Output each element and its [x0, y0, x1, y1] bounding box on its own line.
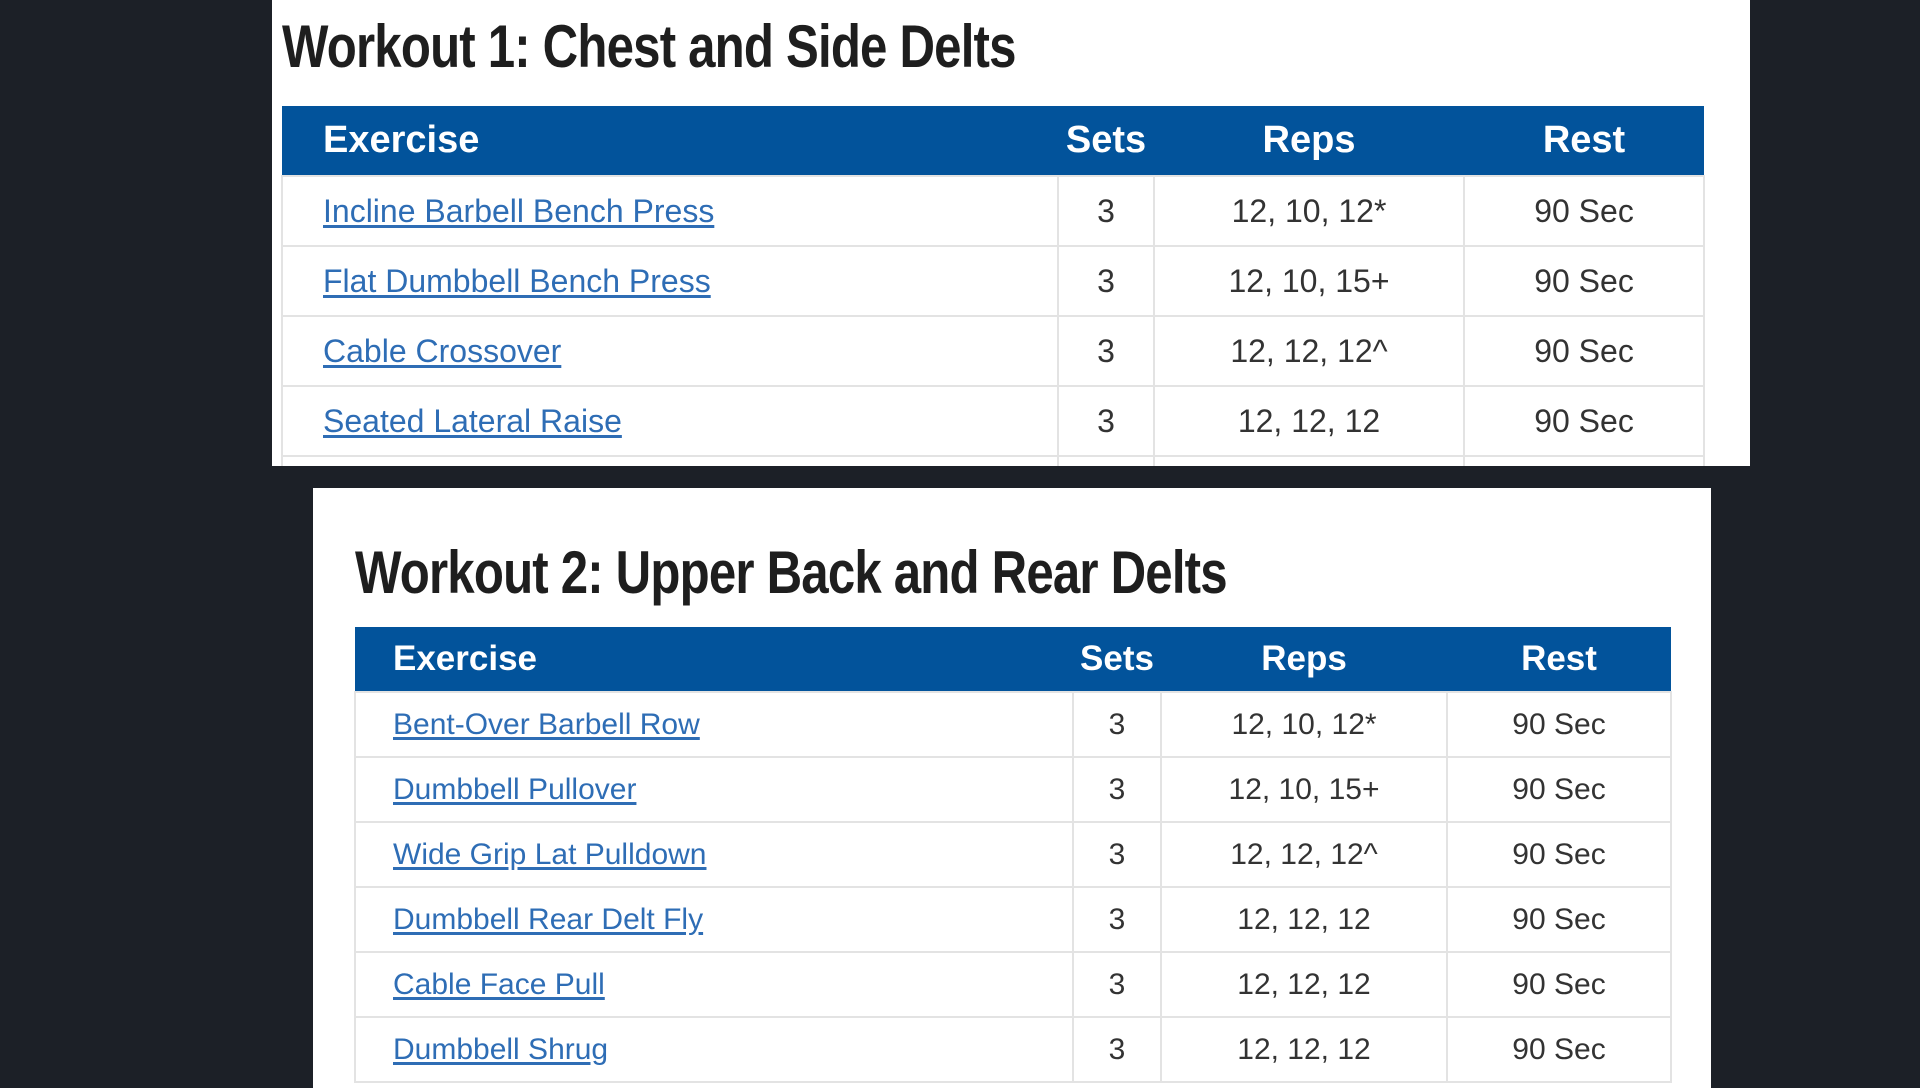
exercise-cell: Seated Lateral Raise: [281, 385, 1059, 457]
rest-cell: 90 Sec: [1446, 756, 1672, 823]
exercise-cell: Dumbbell Rear Delt Fly: [354, 886, 1074, 953]
sets-cell: 3: [1057, 315, 1155, 387]
column-header-rest: Rest: [1447, 627, 1671, 692]
column-header-exercise: Exercise: [355, 627, 1073, 692]
reps-cell: 12, 12, 12^: [1153, 315, 1465, 387]
reps-cell: 12, 12, 12^: [1160, 821, 1448, 888]
sets-cell: 3: [1072, 886, 1162, 953]
table-header-row: Exercise Sets Reps Rest: [282, 106, 1704, 176]
exercise-cell: Cable Face Pull: [354, 951, 1074, 1018]
table-row: Dumbbell Pullover 3 12, 10, 15+ 90 Sec: [354, 756, 1672, 823]
cropped-cell: [281, 455, 1059, 466]
reps-cell: 12, 12, 12: [1160, 1016, 1448, 1083]
reps-cell: 12, 10, 12*: [1160, 691, 1448, 758]
rest-cell: 90 Sec: [1446, 886, 1672, 953]
table-row: Cable Crossover 3 12, 12, 12^ 90 Sec: [281, 315, 1705, 387]
exercise-cell: Wide Grip Lat Pulldown: [354, 821, 1074, 888]
exercise-cell: Dumbbell Shrug: [354, 1016, 1074, 1083]
cropped-cell: [1463, 455, 1705, 466]
reps-cell: 12, 10, 15+: [1153, 245, 1465, 317]
workout-1-title: Workout 1: Chest and Side Delts: [282, 13, 1016, 80]
sets-cell: 3: [1072, 821, 1162, 888]
rest-cell: 90 Sec: [1446, 1016, 1672, 1083]
table-row: Dumbbell Shrug 3 12, 12, 12 90 Sec: [354, 1016, 1672, 1083]
sets-cell: 3: [1072, 951, 1162, 1018]
reps-cell: 12, 12, 12: [1160, 886, 1448, 953]
rest-cell: 90 Sec: [1463, 245, 1705, 317]
exercise-link[interactable]: Incline Barbell Bench Press: [323, 192, 715, 229]
exercise-link[interactable]: Wide Grip Lat Pulldown: [393, 837, 707, 871]
exercise-cell: Dumbbell Pullover: [354, 756, 1074, 823]
table-row: Cable Face Pull 3 12, 12, 12 90 Sec: [354, 951, 1672, 1018]
column-header-exercise: Exercise: [282, 106, 1058, 176]
workout-1-panel: Workout 1: Chest and Side Delts Exercise…: [272, 0, 1750, 466]
exercise-cell: Bent-Over Barbell Row: [354, 691, 1074, 758]
table-row: Wide Grip Lat Pulldown 3 12, 12, 12^ 90 …: [354, 821, 1672, 888]
reps-cell: 12, 12, 12: [1160, 951, 1448, 1018]
rest-cell: 90 Sec: [1463, 315, 1705, 387]
table-row: Dumbbell Rear Delt Fly 3 12, 12, 12 90 S…: [354, 886, 1672, 953]
table-row: Seated Lateral Raise 3 12, 12, 12 90 Sec: [281, 385, 1705, 457]
rest-cell: 90 Sec: [1446, 951, 1672, 1018]
reps-cell: 12, 10, 15+: [1160, 756, 1448, 823]
sets-cell: 3: [1072, 756, 1162, 823]
exercise-link[interactable]: Bent-Over Barbell Row: [393, 707, 700, 741]
reps-cell: 12, 10, 12*: [1153, 175, 1465, 247]
exercise-link[interactable]: Cable Face Pull: [393, 967, 605, 1001]
cropped-cell: [1057, 455, 1155, 466]
exercise-link[interactable]: Dumbbell Shrug: [393, 1032, 609, 1066]
exercise-link[interactable]: Cable Crossover: [323, 332, 562, 369]
rest-cell: 90 Sec: [1446, 821, 1672, 888]
table-header-row: Exercise Sets Reps Rest: [355, 627, 1671, 692]
workout-1-table: Exercise Sets Reps Rest Incline Barbell …: [281, 106, 1705, 466]
exercise-cell: Flat Dumbbell Bench Press: [281, 245, 1059, 317]
column-header-rest: Rest: [1464, 106, 1704, 176]
sets-cell: 3: [1057, 245, 1155, 317]
exercise-link[interactable]: Dumbbell Pullover: [393, 772, 637, 806]
exercise-cell: Incline Barbell Bench Press: [281, 175, 1059, 247]
workout-2-table: Exercise Sets Reps Rest Bent-Over Barbel…: [354, 627, 1672, 1083]
column-header-sets: Sets: [1073, 627, 1161, 692]
cropped-cell: [1153, 455, 1465, 466]
sets-cell: 3: [1072, 691, 1162, 758]
rest-cell: 90 Sec: [1463, 385, 1705, 457]
exercise-link[interactable]: Seated Lateral Raise: [323, 402, 622, 439]
sets-cell: 3: [1057, 385, 1155, 457]
exercise-link[interactable]: Dumbbell Rear Delt Fly: [393, 902, 704, 936]
exercise-link[interactable]: Flat Dumbbell Bench Press: [323, 262, 711, 299]
table-row: Bent-Over Barbell Row 3 12, 10, 12* 90 S…: [354, 691, 1672, 758]
column-header-reps: Reps: [1161, 627, 1447, 692]
column-header-sets: Sets: [1058, 106, 1154, 176]
rest-cell: 90 Sec: [1446, 691, 1672, 758]
rest-cell: 90 Sec: [1463, 175, 1705, 247]
table-row: Flat Dumbbell Bench Press 3 12, 10, 15+ …: [281, 245, 1705, 317]
sets-cell: 3: [1072, 1016, 1162, 1083]
column-header-reps: Reps: [1154, 106, 1464, 176]
exercise-cell: Cable Crossover: [281, 315, 1059, 387]
table-row-cropped: [281, 455, 1705, 466]
reps-cell: 12, 12, 12: [1153, 385, 1465, 457]
workout-2-title: Workout 2: Upper Back and Rear Delts: [355, 539, 1228, 606]
sets-cell: 3: [1057, 175, 1155, 247]
workout-2-panel: Workout 2: Upper Back and Rear Delts Exe…: [313, 488, 1711, 1088]
table-row: Incline Barbell Bench Press 3 12, 10, 12…: [281, 175, 1705, 247]
